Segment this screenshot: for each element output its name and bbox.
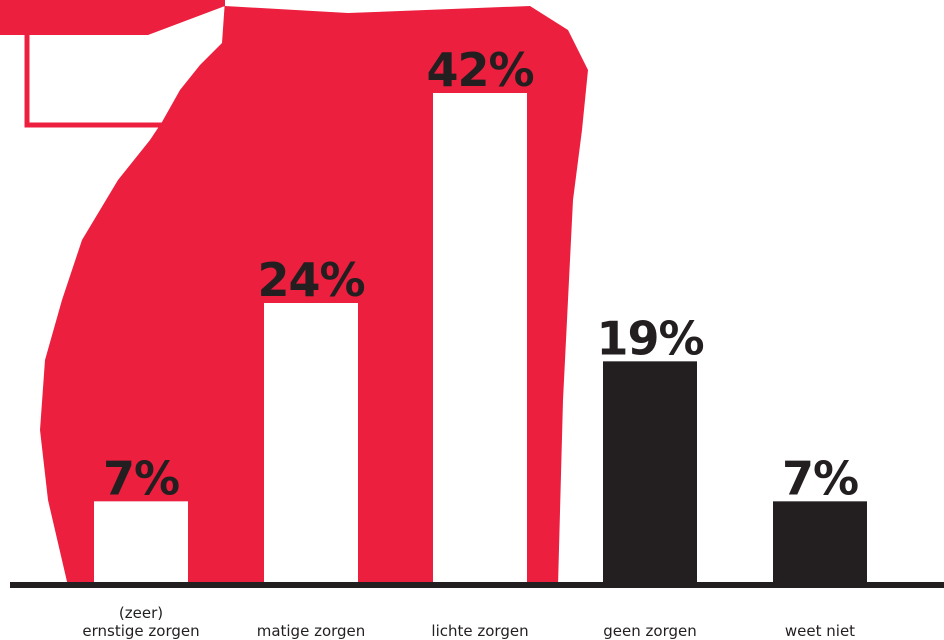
red-outline-box [24,35,175,128]
category-label-5: weet niet [785,622,855,640]
category-label-2: matige zorgen [257,622,366,640]
value-label-2: 24% [257,253,364,307]
category-label-1-line-2: ernstige zorgen [82,622,199,640]
value-label-5: 7% [782,451,858,505]
red-top-band [0,0,225,35]
bar-3 [433,93,527,583]
bar-2 [264,303,358,583]
value-label-1: 7% [103,451,179,505]
value-label-4: 19% [596,311,703,365]
value-label-3: 42% [426,43,533,97]
category-label-4: geen zorgen [603,622,696,640]
bar-5 [773,501,867,583]
value-labels-group: 7% 24% 42% 19% 7% [103,43,859,505]
category-label-1-line-1: (zeer) [119,604,163,622]
category-label-3: lichte zorgen [431,622,528,640]
bar-1 [94,501,188,583]
bar-4 [603,361,697,583]
category-labels-group: (zeer)ernstige zorgen matige zorgen lichte… [82,604,855,640]
bars-group [94,93,867,583]
